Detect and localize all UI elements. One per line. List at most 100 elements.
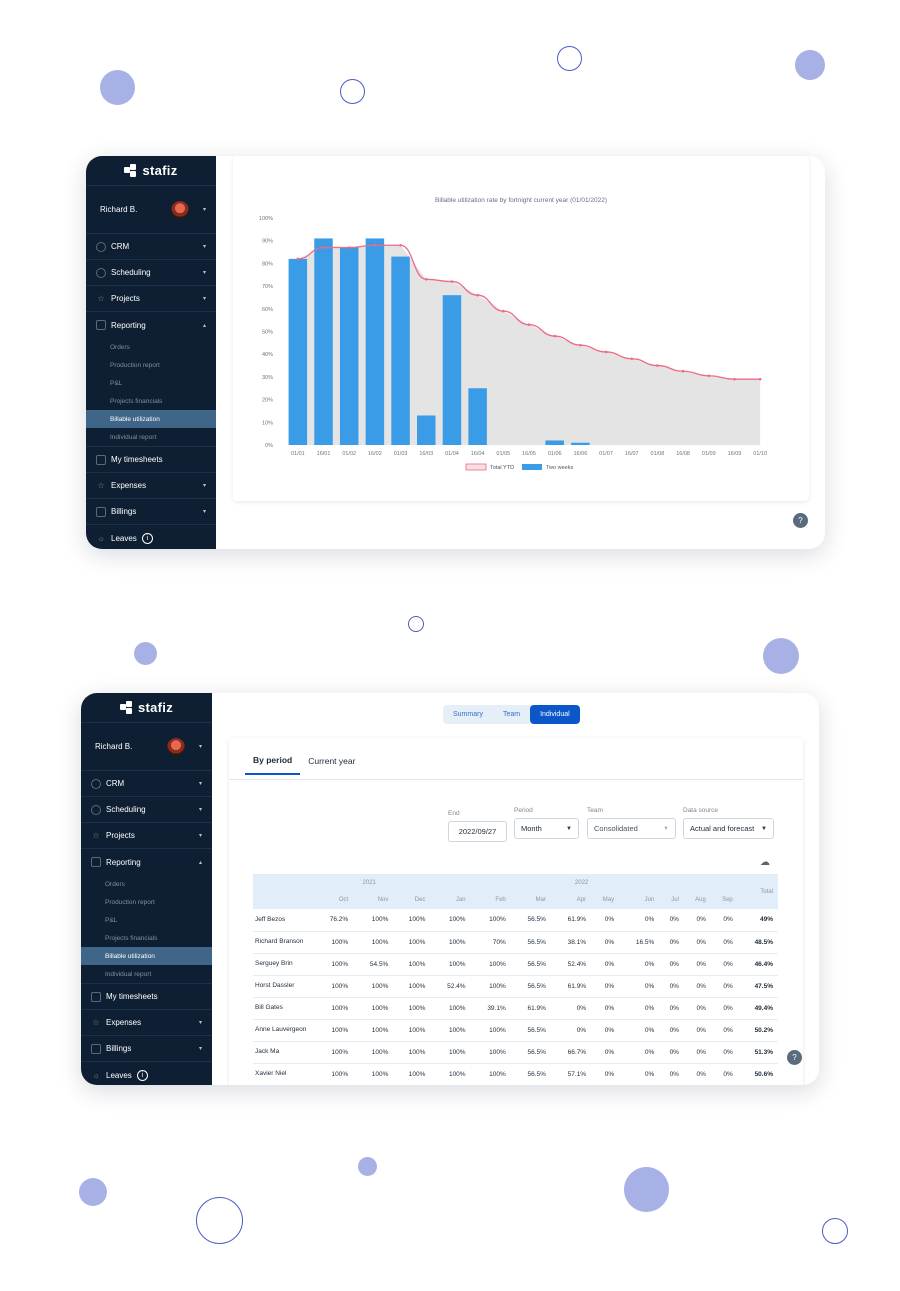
- period-select[interactable]: Month ▼: [514, 818, 579, 839]
- tab-individual[interactable]: Individual: [530, 705, 580, 724]
- data-source-select[interactable]: Actual and forecast ▼: [683, 818, 774, 839]
- chevron-down-icon: ▾: [202, 244, 206, 250]
- utilization-cell: 16.5%: [619, 931, 660, 954]
- table-row[interactable]: Serguey Brin 100% 54.5% 100% 100% 100% 56.5% 52…: [253, 953, 778, 976]
- help-button[interactable]: ?: [787, 1050, 802, 1065]
- decor-ring: [822, 1218, 848, 1244]
- utilization-cell: 0%: [683, 1063, 711, 1085]
- logo-icon: [119, 701, 133, 714]
- sidebar-subitem-projects-financials[interactable]: Projects financials: [105, 934, 158, 942]
- sidebar-item-leaves[interactable]: ☼ Leaves i: [81, 1062, 212, 1085]
- table-row[interactable]: Jack Ma 100% 100% 100% 100% 100% 56.5% 66.7% 0% 0…: [253, 1041, 778, 1064]
- sidebar-subitem-individual-report[interactable]: Individual report: [110, 433, 157, 441]
- user-name: Richard B.: [100, 205, 138, 214]
- bank-icon: [96, 320, 106, 330]
- total-ytd-point: [296, 257, 300, 261]
- utilization-cell: 100%: [470, 975, 511, 998]
- sidebar-item-scheduling[interactable]: Scheduling ▾: [86, 260, 216, 286]
- sidebar-subitem-individual-report[interactable]: Individual report: [105, 970, 152, 978]
- sidebar-subitem-pnl[interactable]: P&L: [110, 379, 123, 387]
- utilization-cell: 0%: [550, 1019, 592, 1042]
- sidebar-subitem-orders[interactable]: Orders: [110, 343, 130, 351]
- table-row[interactable]: Bill Gates 100% 100% 100% 100% 39.1% 61.9% 0% 0%…: [253, 997, 778, 1020]
- year-header-2021: 2021: [362, 879, 376, 886]
- brand-logo[interactable]: stafiz: [86, 156, 216, 186]
- utilization-cell: 76.2%: [313, 909, 354, 932]
- help-button[interactable]: ?: [793, 513, 808, 528]
- chevron-down-icon: ▾: [202, 296, 206, 302]
- total-cell: 47.5%: [737, 975, 778, 998]
- utilization-cell: 100%: [353, 997, 394, 1020]
- total-cell: 46.4%: [737, 953, 778, 976]
- sidebar-item-billings[interactable]: Billings ▾: [86, 499, 216, 525]
- chart-title: Billable utilization rate by fortnight c…: [435, 197, 607, 204]
- table-row[interactable]: Xavier Niel 100% 100% 100% 100% 100% 56.5% 57.1…: [253, 1063, 778, 1085]
- user-menu[interactable]: Richard B. ▾: [81, 723, 212, 771]
- utilization-cell: 0%: [619, 909, 660, 932]
- sidebar-subitem-projects-financials[interactable]: Projects financials: [110, 397, 163, 405]
- sidebar-item-crm[interactable]: CRM ▾: [81, 771, 212, 797]
- total-cell: 49.4%: [737, 997, 778, 1020]
- utilization-cell: 100%: [313, 997, 354, 1020]
- y-tick-label: 20%: [262, 398, 273, 404]
- year-header-row: 2021 2022 Total: [253, 874, 778, 895]
- sidebar: stafiz Richard B. ▾ CRM ▾ Scheduling ▾ ☆…: [81, 693, 212, 1085]
- sidebar-item-expenses[interactable]: ☆ Expenses ▾: [81, 1010, 212, 1036]
- chevron-down-icon: ▾: [198, 781, 202, 787]
- sidebar-subitem-pnl[interactable]: P&L: [105, 916, 118, 924]
- sidebar-subitem-production-report[interactable]: Production report: [110, 361, 160, 369]
- sidebar-subitem-production-report[interactable]: Production report: [105, 898, 155, 906]
- utilization-cell: 70%: [470, 931, 511, 954]
- utilization-cell: 100%: [430, 931, 471, 954]
- utilization-cell: 100%: [393, 975, 431, 998]
- total-ytd-point: [630, 357, 634, 361]
- sidebar-item-projects[interactable]: ☆ Projects ▾: [86, 286, 216, 312]
- sidebar-item-leaves[interactable]: ☼ Leaves i: [86, 525, 216, 549]
- utilization-cell: 56.5%: [510, 909, 551, 932]
- sidebar-item-my-timesheets[interactable]: My timesheets: [86, 447, 216, 473]
- sidebar-item-expenses[interactable]: ☆ Expenses ▾: [86, 473, 216, 499]
- sidebar-item-my-timesheets[interactable]: My timesheets: [81, 984, 212, 1010]
- x-tick-label: 01/08: [651, 451, 665, 457]
- info-icon[interactable]: i: [141, 532, 153, 544]
- utilization-cell: 0%: [710, 953, 738, 976]
- team-select[interactable]: Consolidated ▼: [587, 818, 676, 839]
- data-source-filter: Data source Actual and forecast ▼: [683, 807, 774, 839]
- total-ytd-point: [424, 277, 428, 281]
- table-row[interactable]: Jeff Bezos 76.2% 100% 100% 100% 100% 56.5% 61.9…: [253, 909, 778, 932]
- sidebar-item-reporting[interactable]: Reporting ▴: [81, 849, 212, 875]
- sidebar-item-billings[interactable]: Billings ▾: [81, 1036, 212, 1062]
- total-ytd-point: [502, 309, 505, 313]
- sidebar-subitem-billable-utilization[interactable]: Billable utilization: [86, 410, 216, 428]
- utilization-table: 2021 2022 Total Oct Nov Dec Jan Feb Mar Apr May Ju…: [253, 874, 778, 1085]
- x-tick-label: 01/10: [753, 451, 767, 457]
- user-menu[interactable]: Richard B. ▾: [86, 186, 216, 234]
- x-tick-label: 01/01: [291, 451, 305, 457]
- utilization-cell: 0%: [550, 997, 592, 1020]
- tab-summary[interactable]: Summary: [453, 711, 483, 718]
- sidebar-item-reporting[interactable]: Reporting ▴: [86, 312, 216, 338]
- tab-current-year[interactable]: Current year: [308, 756, 356, 766]
- brand-logo[interactable]: stafiz: [81, 693, 212, 723]
- clock-icon: [96, 267, 106, 278]
- sidebar-item-projects[interactable]: ☆ Projects ▾: [81, 823, 212, 849]
- table-row[interactable]: Anne Lauvergeon 100% 100% 100% 100% 100% 56.5%…: [253, 1019, 778, 1042]
- info-icon[interactable]: i: [136, 1069, 148, 1081]
- tab-team[interactable]: Team: [502, 711, 521, 718]
- table-row[interactable]: Horst Dassler 100% 100% 100% 52.4% 100% 56.5% 6…: [253, 975, 778, 998]
- two-weeks-bar: [288, 258, 308, 445]
- total-ytd-point: [347, 246, 351, 249]
- end-date-input[interactable]: 2022/09/27: [448, 821, 507, 842]
- decor-ring: [196, 1197, 243, 1244]
- sidebar-item-crm[interactable]: CRM ▾: [86, 234, 216, 260]
- cloud-download-icon[interactable]: ☁: [760, 857, 770, 868]
- sidebar-subitem-billable-utilization[interactable]: Billable utilization: [81, 947, 212, 965]
- report-type-tabs: Summary Team Individual: [443, 705, 580, 724]
- utilization-cell: 0%: [710, 1063, 738, 1085]
- y-tick-label: 30%: [262, 375, 273, 381]
- table-row[interactable]: Richard Branson 100% 100% 100% 100% 70% 56.5% 3…: [253, 931, 778, 954]
- sidebar-subitem-orders[interactable]: Orders: [105, 880, 125, 888]
- tab-by-period[interactable]: By period: [245, 747, 301, 775]
- sun-icon: ☼: [92, 1070, 100, 1080]
- sidebar-item-scheduling[interactable]: Scheduling ▾: [81, 797, 212, 823]
